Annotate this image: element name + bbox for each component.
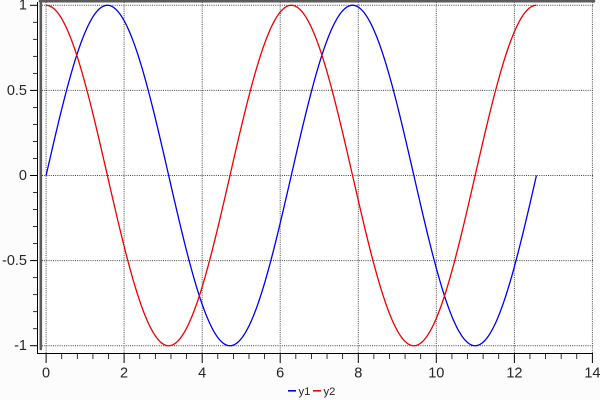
- svg-text:10: 10: [428, 366, 444, 382]
- svg-text:8: 8: [354, 366, 362, 382]
- svg-text:4: 4: [198, 366, 206, 382]
- svg-text:0.5: 0.5: [7, 83, 27, 99]
- svg-text:y2: y2: [324, 386, 336, 398]
- svg-text:-0.5: -0.5: [2, 253, 27, 269]
- svg-text:y1: y1: [299, 386, 311, 398]
- svg-text:0: 0: [42, 366, 50, 382]
- svg-text:14: 14: [584, 366, 600, 382]
- svg-text:2: 2: [120, 366, 128, 382]
- svg-text:0: 0: [19, 168, 27, 184]
- svg-text:6: 6: [276, 366, 284, 382]
- svg-text:-1: -1: [14, 338, 27, 354]
- svg-text:12: 12: [506, 366, 522, 382]
- svg-text:1: 1: [19, 0, 27, 14]
